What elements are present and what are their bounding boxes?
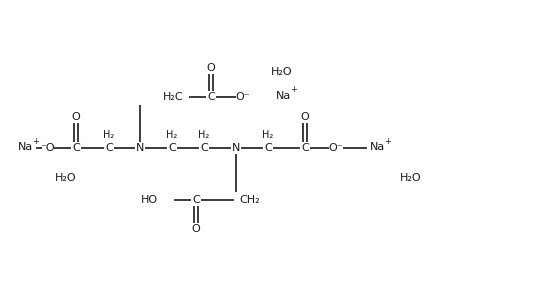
- Text: O: O: [207, 63, 216, 73]
- Text: C: C: [192, 195, 200, 205]
- Text: H₂O: H₂O: [400, 173, 422, 183]
- Text: Na: Na: [370, 142, 385, 152]
- Text: O: O: [192, 224, 201, 234]
- Text: +: +: [33, 136, 40, 145]
- Text: H₂O: H₂O: [55, 173, 77, 183]
- Text: C: C: [207, 92, 215, 102]
- Text: ⁻O: ⁻O: [41, 143, 55, 153]
- Text: O⁻: O⁻: [236, 92, 250, 102]
- Text: H₂C: H₂C: [163, 92, 184, 102]
- Text: +: +: [385, 136, 392, 145]
- Text: O: O: [301, 112, 309, 122]
- Text: +: +: [291, 85, 297, 93]
- Text: Na: Na: [276, 91, 291, 101]
- Text: N: N: [232, 143, 240, 153]
- Text: O⁻: O⁻: [328, 143, 343, 153]
- Text: H₂: H₂: [262, 130, 273, 140]
- Text: C: C: [168, 143, 176, 153]
- Text: CH₂: CH₂: [239, 195, 259, 205]
- Text: C: C: [105, 143, 113, 153]
- Text: H₂: H₂: [166, 130, 178, 140]
- Text: Na: Na: [18, 142, 33, 152]
- Text: H₂: H₂: [198, 130, 210, 140]
- Text: C: C: [72, 143, 80, 153]
- Text: H₂O: H₂O: [271, 67, 293, 77]
- Text: N: N: [136, 143, 144, 153]
- Text: HO: HO: [141, 195, 158, 205]
- Text: H₂: H₂: [103, 130, 114, 140]
- Text: O: O: [72, 112, 80, 122]
- Text: C: C: [264, 143, 272, 153]
- Text: C: C: [200, 143, 208, 153]
- Text: C: C: [301, 143, 309, 153]
